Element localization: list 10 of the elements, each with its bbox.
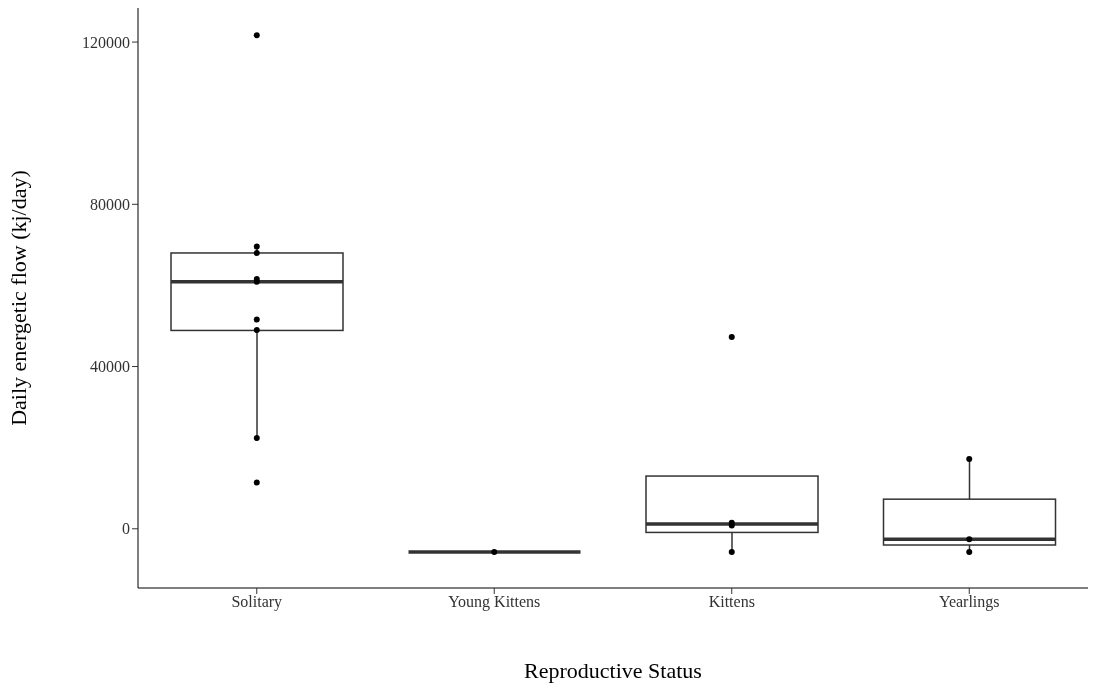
- x-tick-label: Yearlings: [938, 593, 1000, 612]
- x-tick-label: Kittens: [708, 593, 755, 611]
- y-axis-title: Daily energetic flow (kj/day): [5, 170, 31, 426]
- x-tick-label: Young Kittens: [448, 593, 541, 612]
- x-axis-title: Reproductive Status: [524, 658, 702, 683]
- y-tick-label: 120000: [82, 33, 130, 51]
- y-tick-label: 80000: [90, 195, 130, 213]
- y-tick-label: 0: [122, 520, 130, 538]
- y-tick-label: 40000: [90, 358, 130, 376]
- x-tick-label: Solitary: [231, 593, 283, 612]
